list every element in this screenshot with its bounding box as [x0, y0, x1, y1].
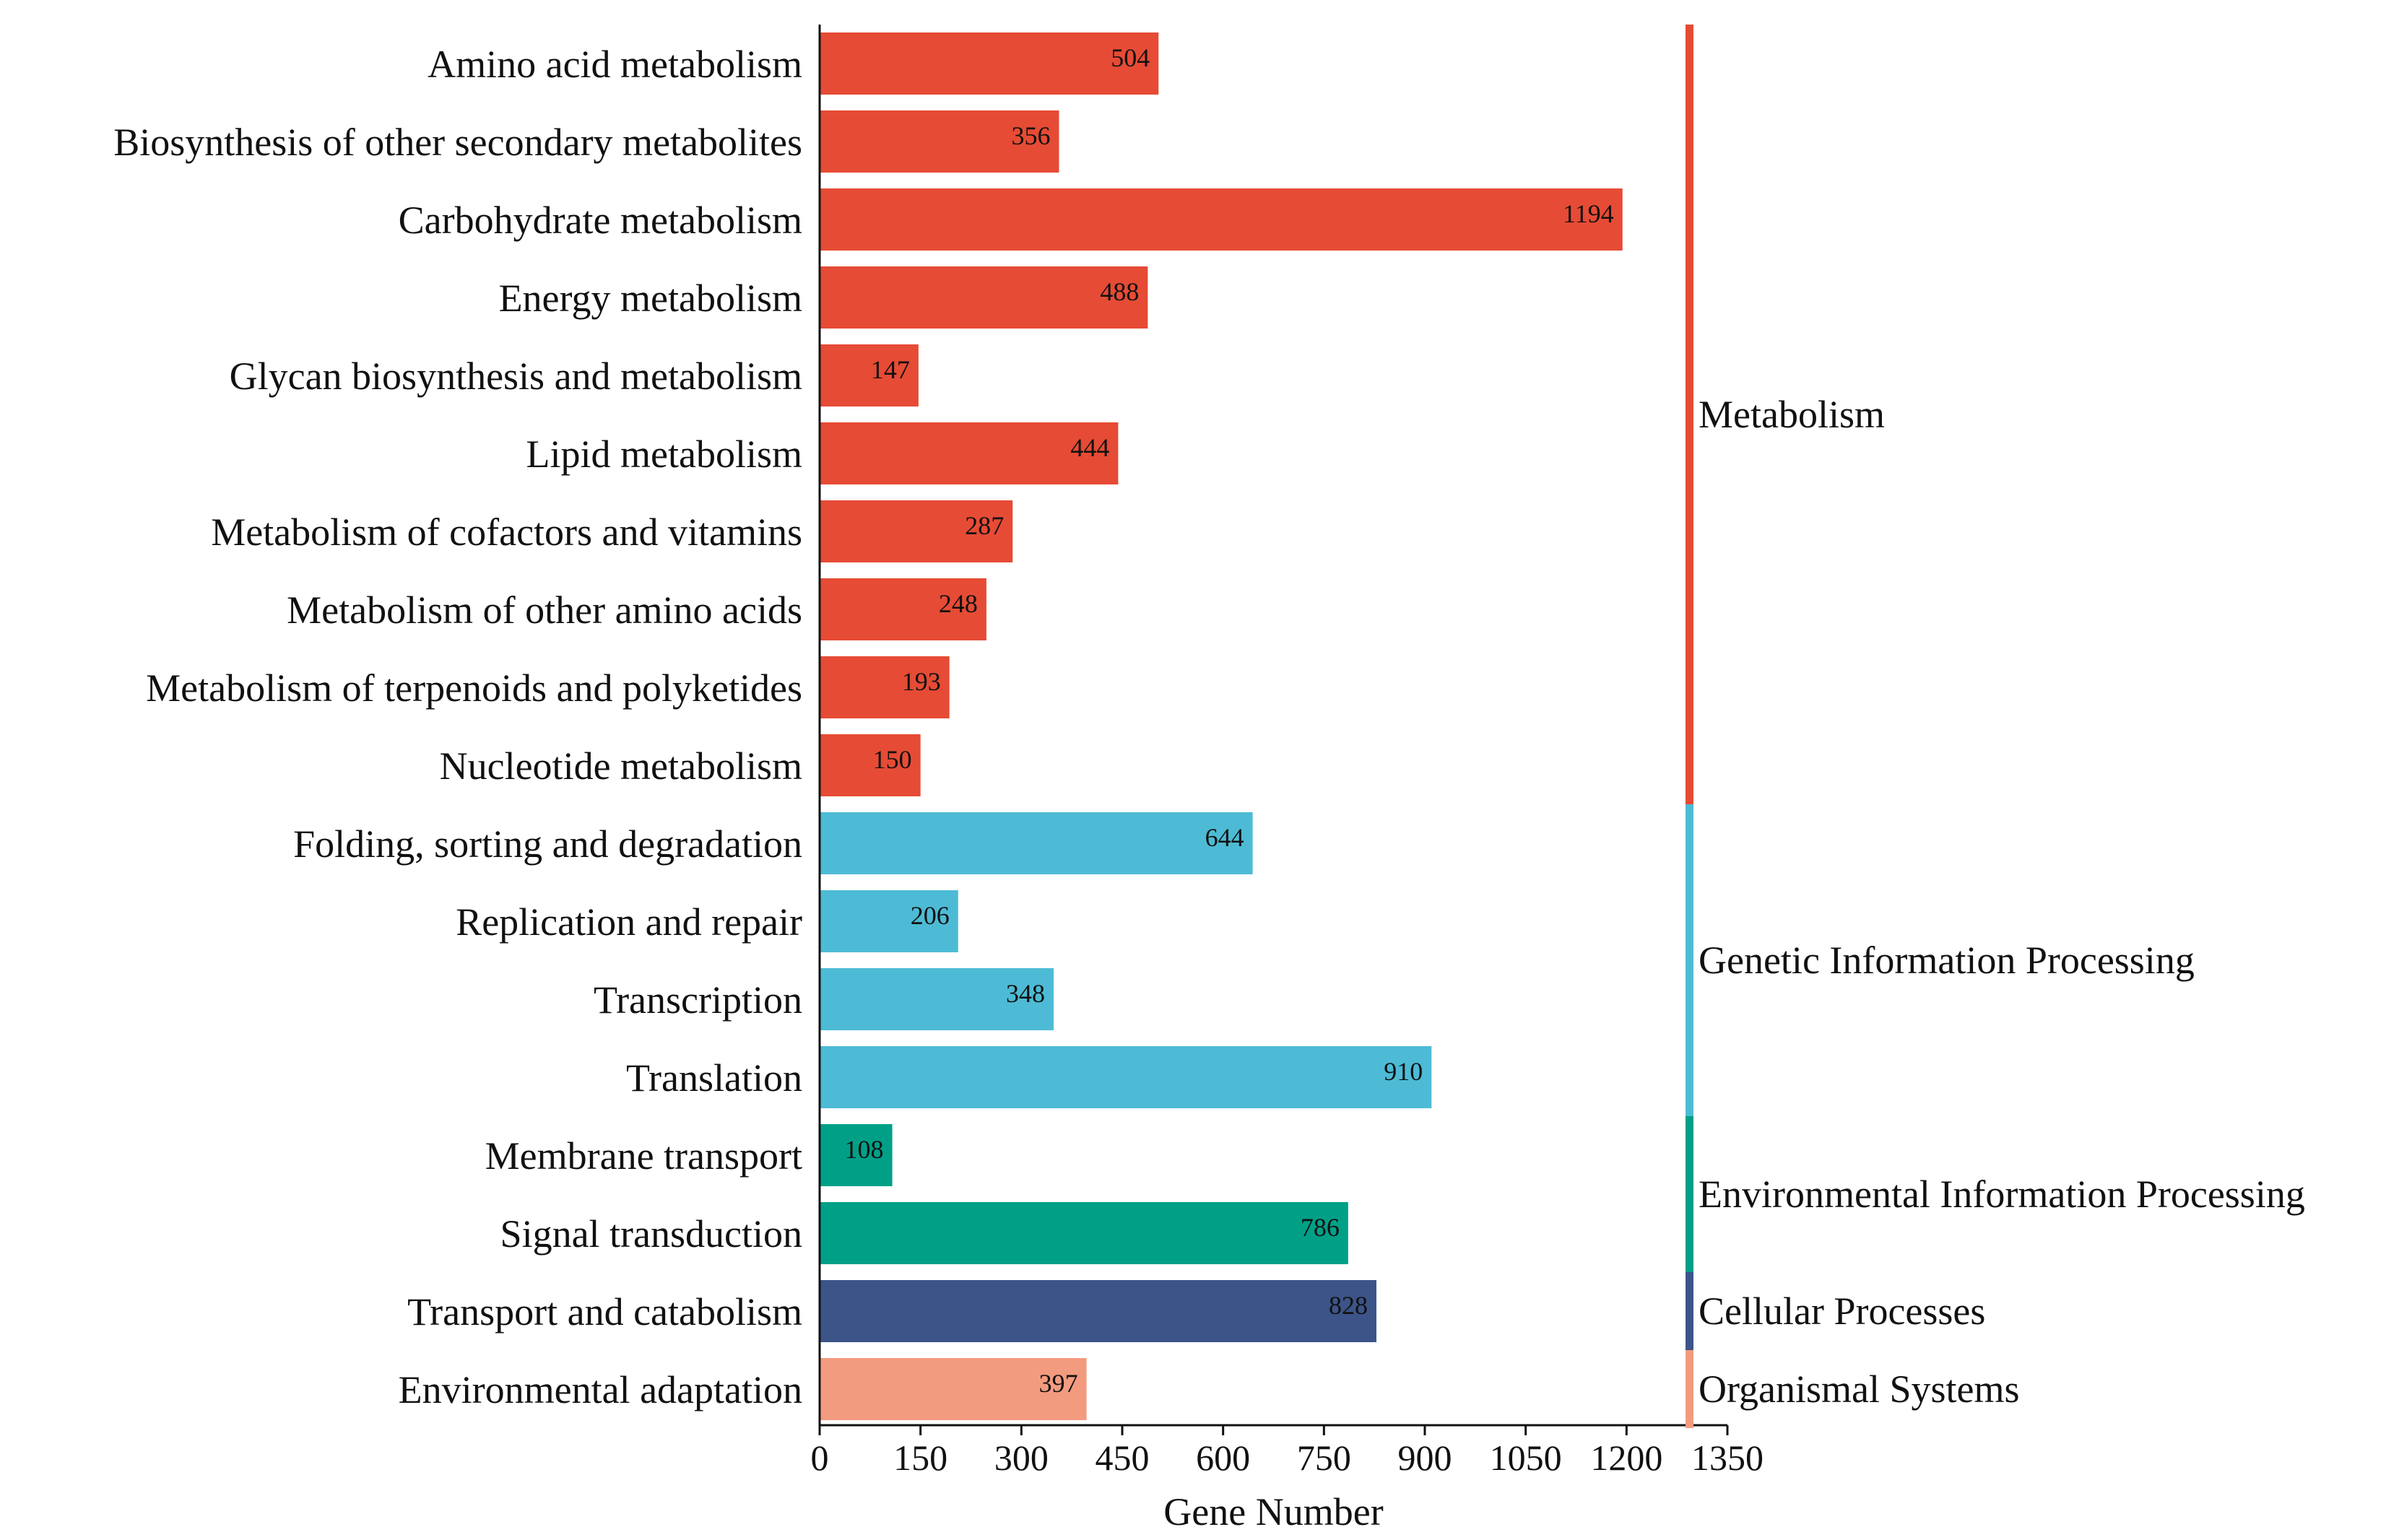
bar	[820, 968, 1054, 1030]
x-tick-label: 300	[994, 1437, 1049, 1478]
group-label: Organismal Systems	[1699, 1367, 2020, 1411]
group-label: Metabolism	[1699, 393, 1885, 436]
x-axis: 0 150 300 450 600 750 900 1050 1200 1350	[811, 25, 1764, 1478]
value-label: 206	[911, 901, 950, 930]
x-tick-label: 1350	[1691, 1437, 1764, 1478]
bar	[820, 812, 1253, 874]
x-tick-label: 0	[811, 1437, 829, 1478]
value-label: 504	[1111, 43, 1150, 72]
category-label: Translation	[626, 1056, 802, 1100]
bars-layer	[820, 32, 1623, 1420]
category-label: Signal transduction	[500, 1212, 802, 1256]
category-label: Transport and catabolism	[407, 1290, 802, 1334]
category-label: Metabolism of terpenoids and polyketides	[146, 666, 802, 710]
x-tick-label: 150	[893, 1437, 947, 1478]
bar	[820, 500, 1013, 562]
value-label: 147	[871, 355, 910, 384]
category-labels: Amino acid metabolism Biosynthesis of oth…	[113, 43, 802, 1411]
value-label: 828	[1329, 1291, 1368, 1320]
x-tick-label: 1050	[1490, 1437, 1562, 1478]
group-strip	[1686, 1116, 1693, 1272]
category-label: Glycan biosynthesis and metabolism	[230, 354, 802, 398]
category-label: Transcription	[594, 978, 802, 1022]
value-label: 108	[845, 1135, 884, 1164]
bar	[820, 266, 1148, 329]
bar	[820, 32, 1159, 95]
x-tick-label: 900	[1398, 1437, 1452, 1478]
value-label: 644	[1205, 823, 1244, 852]
x-tick-label: 1200	[1590, 1437, 1662, 1478]
bar	[820, 656, 950, 718]
value-label: 1194	[1563, 199, 1614, 228]
category-label: Metabolism of other amino acids	[287, 588, 802, 632]
group-label: Environmental Information Processing	[1699, 1173, 2305, 1216]
group-label: Cellular Processes	[1699, 1289, 1985, 1333]
value-label: 910	[1384, 1057, 1423, 1086]
bar	[820, 110, 1059, 173]
value-labels: 504 356 1194 488 147 444 287 248 193 150 644 206 348…	[845, 43, 1614, 1398]
bar	[820, 578, 986, 640]
bar	[820, 1358, 1087, 1420]
value-label: 786	[1301, 1213, 1340, 1242]
group-label: Genetic Information Processing	[1699, 939, 2195, 982]
bar	[820, 1280, 1376, 1342]
bar	[820, 422, 1119, 484]
value-label: 444	[1070, 433, 1109, 462]
value-label: 193	[902, 667, 941, 696]
category-label: Biosynthesis of other secondary metaboli…	[113, 121, 802, 164]
category-label: Environmental adaptation	[399, 1368, 802, 1411]
bar	[820, 188, 1623, 251]
x-tick-label: 450	[1096, 1437, 1150, 1478]
group-strip	[1686, 1350, 1693, 1428]
bar	[820, 1046, 1432, 1108]
category-label: Energy metabolism	[499, 277, 802, 320]
value-label: 287	[965, 511, 1004, 540]
category-label: Replication and repair	[456, 900, 802, 944]
group-strip	[1686, 1272, 1693, 1350]
category-label: Carbohydrate metabolism	[399, 199, 802, 242]
value-label: 356	[1011, 121, 1050, 150]
category-label: Amino acid metabolism	[428, 43, 802, 86]
group-strip	[1686, 25, 1693, 804]
group-annotations: Metabolism Genetic Information Processing…	[1686, 25, 2305, 1428]
group-strip	[1686, 804, 1693, 1116]
category-label: Membrane transport	[485, 1134, 802, 1178]
bar	[820, 734, 921, 796]
bar	[820, 344, 919, 406]
x-tick-label: 600	[1196, 1437, 1250, 1478]
value-label: 397	[1039, 1369, 1078, 1398]
value-label: 348	[1006, 979, 1045, 1008]
x-tick-label: 750	[1297, 1437, 1351, 1478]
category-label: Nucleotide metabolism	[440, 744, 802, 788]
x-axis-title: Gene Number	[1163, 1490, 1383, 1534]
category-label: Metabolism of cofactors and vitamins	[211, 510, 802, 554]
value-label: 248	[939, 589, 978, 618]
bar	[820, 890, 958, 952]
bar	[820, 1124, 893, 1186]
value-label: 150	[873, 745, 912, 774]
category-label: Lipid metabolism	[526, 432, 802, 476]
category-label: Folding, sorting and degradation	[293, 822, 802, 866]
value-label: 488	[1100, 277, 1139, 306]
bar	[820, 1202, 1348, 1264]
